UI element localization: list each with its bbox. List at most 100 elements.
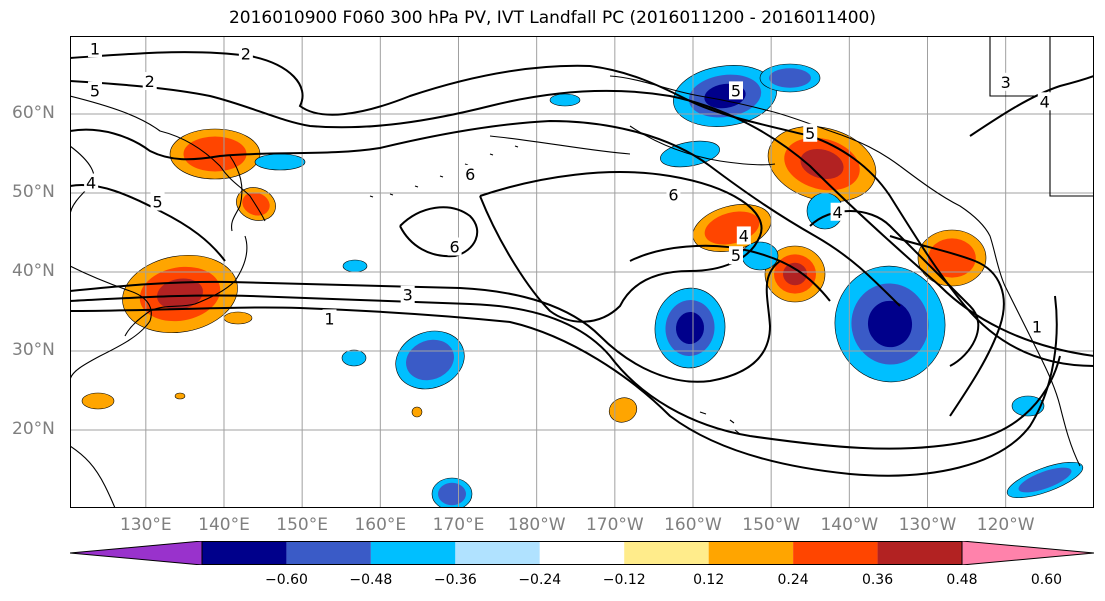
colorbar-swatch (877, 541, 962, 565)
longitude-label: 170°E (432, 515, 485, 535)
pc-anomaly-region (608, 397, 638, 423)
pv-contour-line (889, 235, 1005, 417)
coastline (229, 155, 243, 232)
contour-label: 1 (88, 39, 103, 58)
contour-label-text: 4 (833, 203, 843, 222)
longitude-label: 130°W (898, 515, 957, 535)
contour-label: 5 (803, 123, 818, 143)
contour-label-text: 5 (805, 124, 815, 143)
contour-label: 3 (998, 72, 1013, 92)
contour-label: 2 (238, 44, 253, 64)
contour-label: 1 (1029, 317, 1044, 336)
colorbar-tick-label: 0.24 (777, 572, 809, 588)
longitude-label: 120°W (976, 515, 1035, 535)
colorbar-tick-label: −0.24 (518, 572, 562, 588)
colorbar-tick-label: 0.36 (861, 572, 894, 588)
contour-label: 2 (142, 72, 157, 91)
contour-label-text: 2 (145, 72, 155, 91)
contour-label-text: 5 (731, 81, 741, 100)
coastline (70, 445, 116, 508)
contour-label: 4 (84, 173, 99, 193)
longitude-label: 130°E (119, 515, 172, 535)
contour-label: 5 (88, 81, 103, 100)
latitude-label: 60°N (12, 103, 55, 123)
latitude-label: 50°N (12, 182, 55, 202)
longitude-label: 150°E (276, 515, 328, 535)
pv-contour-line (70, 80, 1094, 357)
contour-label: 5 (728, 81, 743, 100)
contour-label-text: 5 (731, 246, 741, 265)
contour-label-text: 3 (403, 286, 413, 305)
coastline (489, 135, 631, 155)
colorbar-swatch (455, 541, 540, 565)
colorbar-frame (201, 541, 963, 565)
coastline (629, 125, 776, 166)
coastline (70, 95, 266, 222)
contour-label-text: 1 (324, 309, 334, 328)
colorbar-tick-label: 0.48 (946, 572, 978, 588)
pv-contour-line (70, 294, 1061, 450)
colorbar-swatch (624, 541, 709, 565)
contour-label-text: 5 (90, 81, 100, 100)
colorbar-tick-label: 0.60 (1030, 572, 1063, 588)
pv-contour-line (629, 244, 831, 302)
pc-anomaly-region (741, 241, 779, 271)
colorbar-extend-min (70, 541, 203, 565)
contour-label: 6 (666, 185, 681, 204)
contour-label-text: 4 (86, 174, 96, 193)
pc-anomaly-region (254, 153, 306, 171)
pc-anomaly-region (1006, 461, 1084, 499)
pv-contour-line (70, 51, 1094, 367)
contour-label: 5 (728, 246, 743, 265)
contour-label-text: 6 (449, 238, 459, 257)
colorbar (70, 541, 1094, 565)
pv-contour-line (969, 75, 1094, 137)
colorbar-tick-label: −0.36 (433, 572, 477, 588)
coastline (149, 235, 248, 312)
coastline (609, 75, 901, 167)
contour-label-text: 4 (1040, 92, 1050, 111)
pv-contour-line (70, 260, 781, 383)
colorbar-tick-label: −0.48 (349, 572, 393, 588)
contour-label: 5 (150, 192, 165, 211)
contour-label-text: 5 (152, 192, 162, 211)
pc-anomaly-region (395, 330, 465, 390)
latitude-label: 20°N (12, 419, 55, 439)
contour-label: 4 (830, 202, 845, 222)
pv-contour-line (809, 210, 980, 367)
contour-label: 3 (400, 285, 415, 305)
pc-anomaly-region (236, 187, 276, 221)
colorbar-tick-label: −0.60 (264, 572, 308, 588)
colorbar-swatch (793, 541, 878, 565)
pc-anomaly-region (342, 259, 368, 273)
pc-anomaly-region (549, 93, 581, 107)
pc-anomaly-region (223, 311, 253, 325)
pv-contour-line (70, 119, 901, 307)
contour-label-text: 2 (241, 45, 251, 64)
contour-label-text: 4 (739, 226, 749, 245)
longitude-label: 180°W (507, 515, 566, 535)
coastline (899, 165, 1081, 467)
longitude-label: 160°W (664, 515, 722, 535)
contour-label: 1 (322, 309, 337, 328)
pv-contour-line (479, 171, 763, 323)
contour-label: 4 (736, 226, 751, 245)
colorbar-swatch (708, 541, 794, 565)
pc-anomaly-region (759, 63, 821, 93)
contour-label-text: 1 (1032, 317, 1042, 336)
pc-anomaly-region (411, 406, 423, 418)
pc-anomaly-region (81, 392, 115, 410)
contour-label-text: 6 (668, 185, 678, 204)
coastline (989, 36, 1050, 97)
pv-contour-line (399, 206, 479, 258)
colorbar-swatch (539, 541, 625, 565)
latitude-label: 30°N (12, 340, 55, 360)
map-frame (70, 36, 1094, 508)
contour-label: 6 (463, 164, 478, 184)
contour-label-text: 1 (90, 39, 100, 58)
pc-anomaly-region (654, 287, 726, 369)
pc-anomaly-region (174, 392, 186, 400)
longitude-label: 150°W (742, 515, 801, 535)
latitude-label: 40°N (12, 261, 55, 281)
